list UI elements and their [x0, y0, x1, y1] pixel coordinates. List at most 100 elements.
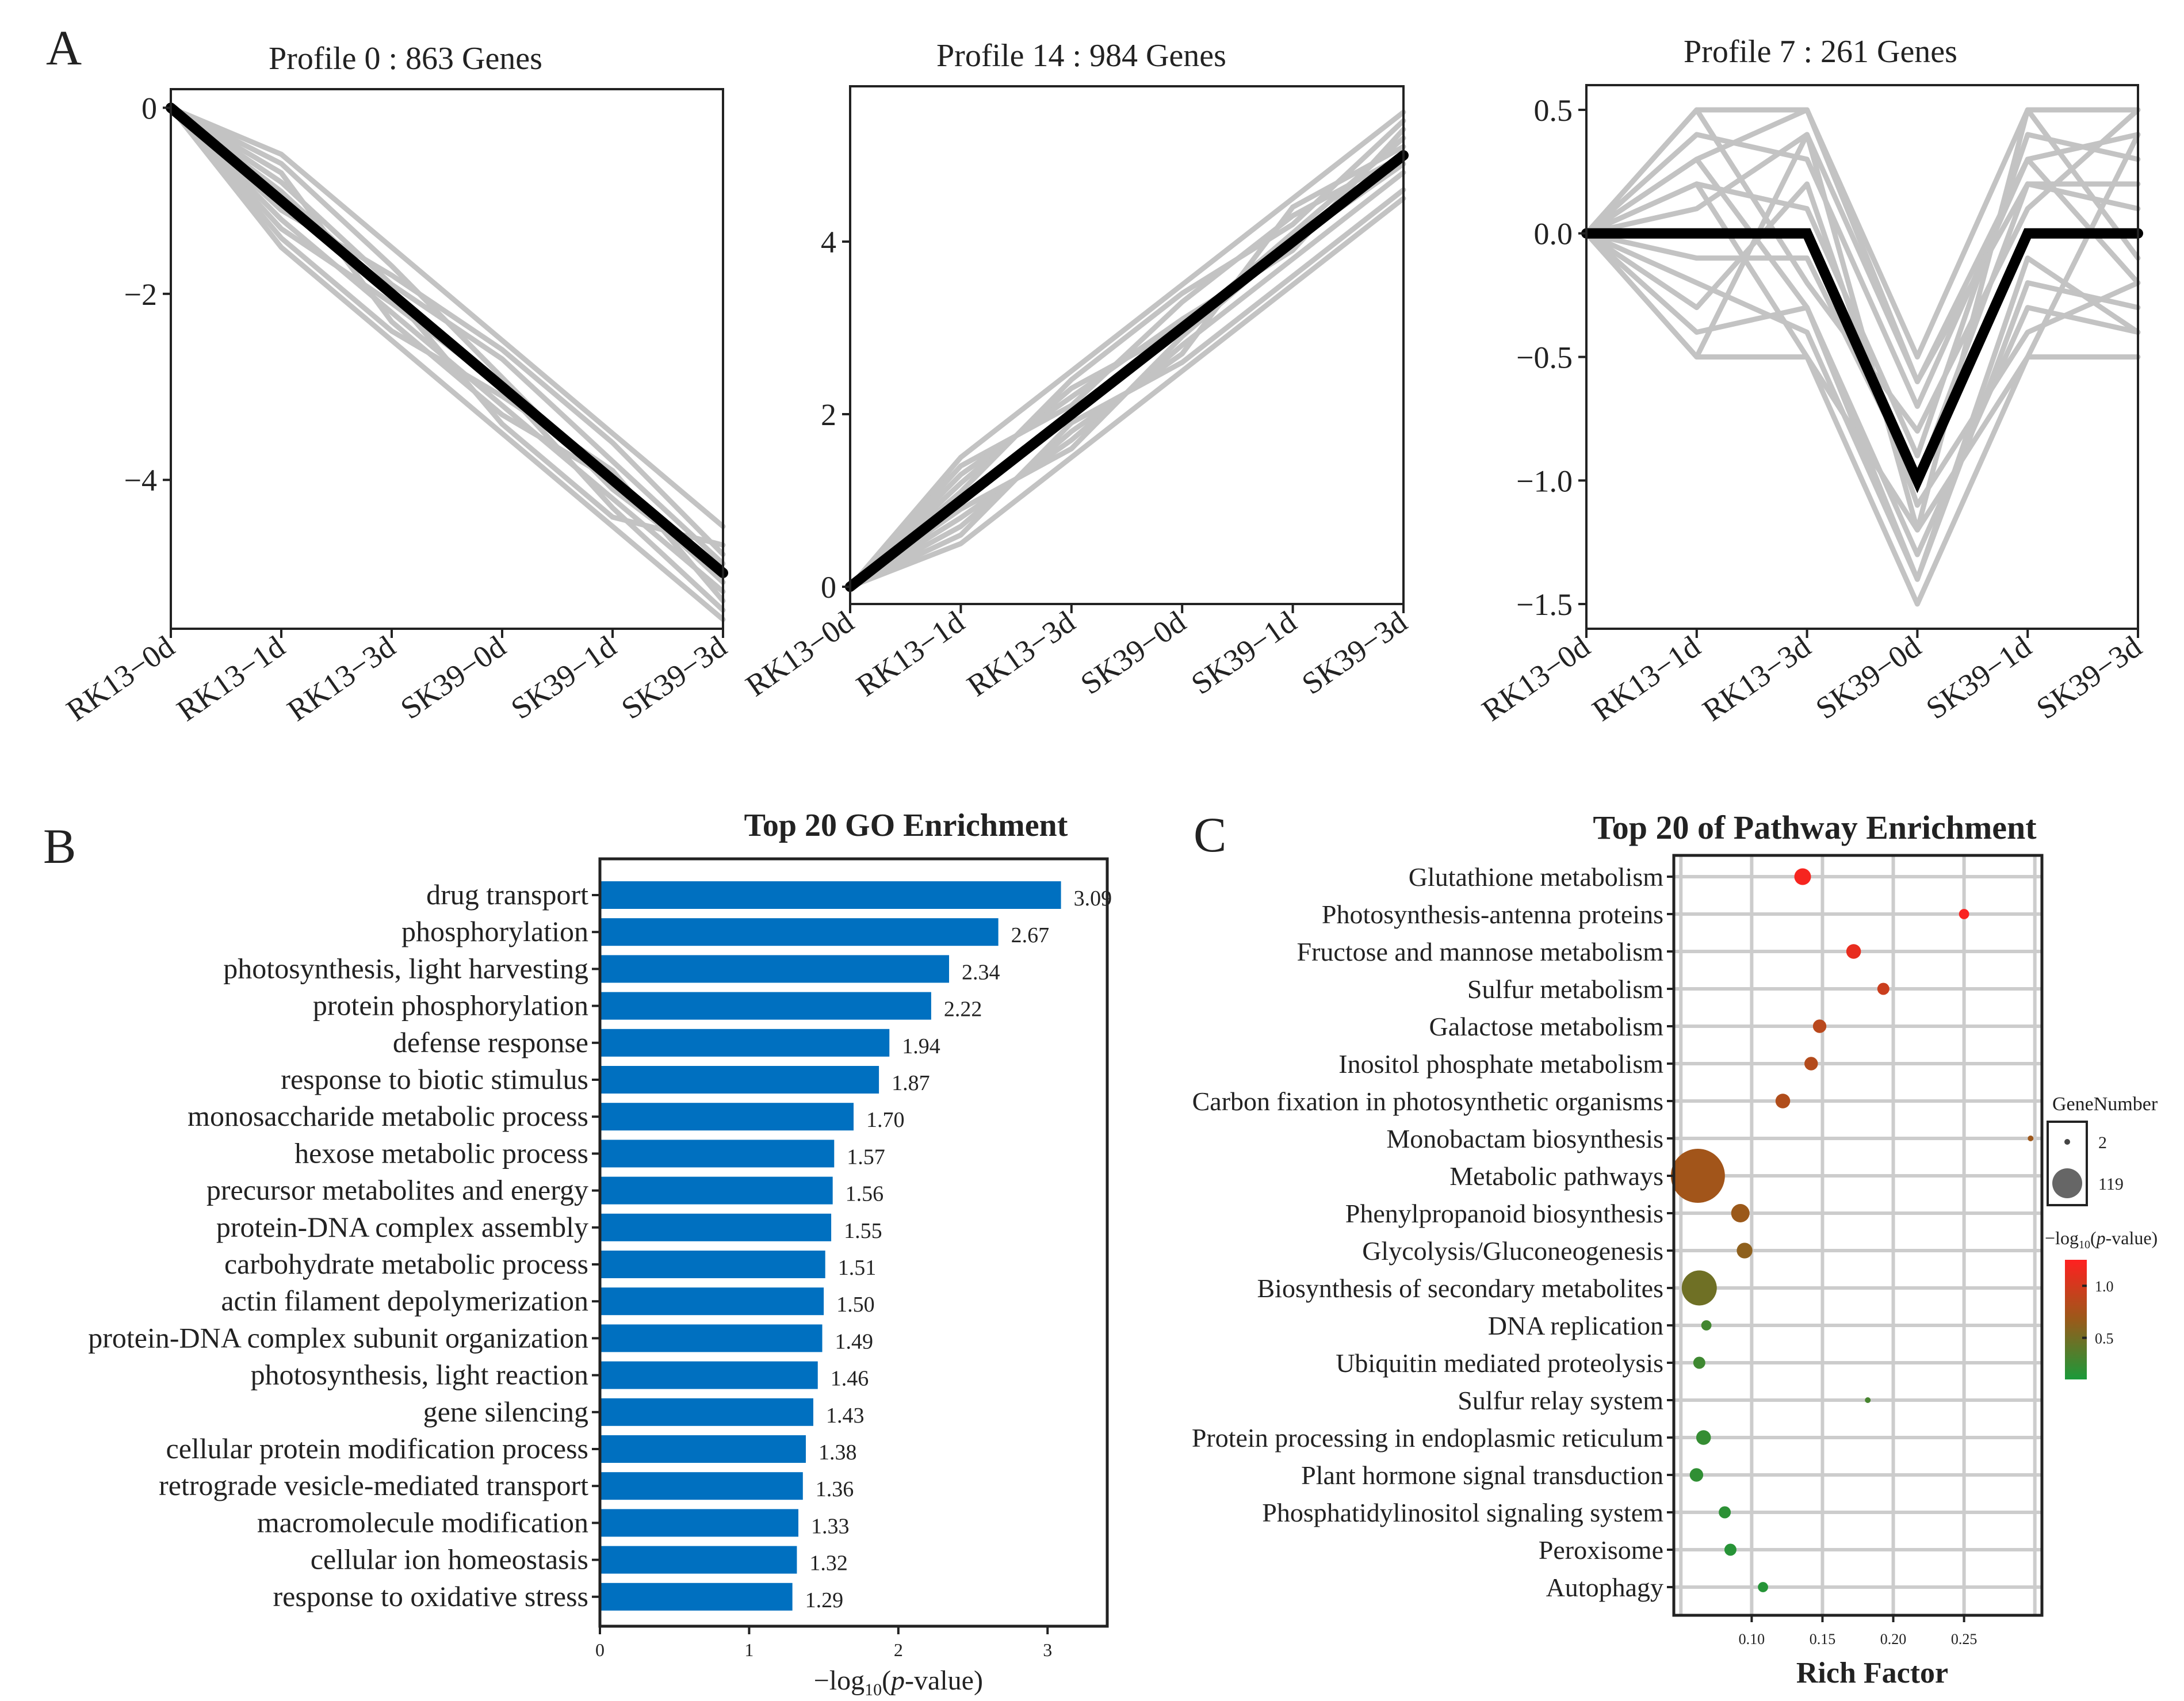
gene-profile-line — [168, 105, 726, 576]
color-legend-title: −log10(p-value) — [2045, 1228, 2158, 1251]
pathway-label: Protein processing in endoplasmic reticu… — [1192, 1423, 1663, 1452]
go-term-label: gene silencing — [423, 1396, 588, 1428]
go-value-label: 1.46 — [831, 1367, 869, 1391]
pathway-point — [1696, 1430, 1711, 1445]
go-bar — [600, 1287, 824, 1316]
pathway-enrichment-chart: Top 20 of Pathway Enrichment Glutathione … — [1192, 809, 2158, 1689]
y-tick-label: −4 — [124, 463, 157, 498]
go-bar — [600, 1398, 813, 1426]
x-tick-label: 0.10 — [1739, 1631, 1765, 1648]
gene-profile-line — [847, 118, 1406, 590]
go-term-label: photosynthesis, light harvesting — [223, 952, 588, 984]
pathway-label: Metabolic pathways — [1449, 1161, 1663, 1191]
pathway-label: Sulfur relay system — [1458, 1386, 1663, 1415]
x-tick-label: SK39−3d — [1296, 605, 1413, 701]
x-tick-label: RK13−0d — [740, 605, 860, 704]
pathway-label: Biosynthesis of secondary metabolites — [1257, 1274, 1664, 1303]
y-tick-label: 0.0 — [1534, 217, 1573, 251]
go-value-label: 1.36 — [816, 1477, 854, 1501]
gene-profile-line — [1584, 231, 2141, 582]
profile-title: Profile 14 : 984 Genes — [936, 38, 1226, 74]
go-bar — [600, 1324, 823, 1352]
gene-profile-line — [168, 105, 726, 557]
x-tick-label: 0.20 — [1880, 1631, 1907, 1648]
pathway-point — [2028, 1136, 2034, 1141]
x-tick-label: SK39−3d — [615, 629, 733, 726]
pathway-point — [1701, 1320, 1712, 1331]
pathway-title: Top 20 of Pathway Enrichment — [1593, 809, 2037, 846]
go-term-label: hexose metabolic process — [294, 1137, 588, 1169]
go-bar — [600, 1509, 799, 1537]
go-value-label: 1.94 — [902, 1034, 940, 1058]
y-tick-label: 0 — [141, 91, 157, 125]
pathway-point — [1775, 1094, 1791, 1108]
x-tick-label: RK13−3d — [961, 605, 1081, 704]
size-legend-point — [2052, 1168, 2082, 1198]
pathway-label: Monobactam biosynthesis — [1386, 1124, 1663, 1153]
go-enrichment-chart: Top 20 GO Enrichment 3.09 drug transport 2.… — [88, 808, 1112, 1699]
pathway-point — [1846, 944, 1861, 959]
go-bar — [600, 1103, 854, 1131]
gene-profile-line — [1584, 107, 2141, 533]
pathway-point — [1719, 1506, 1731, 1519]
go-bar — [600, 1029, 890, 1057]
pathway-point — [1959, 909, 1969, 919]
legend: GeneNumber 2 119 −log10(p-value) 1.0 0.5 — [2045, 1094, 2158, 1379]
go-value-label: 1.43 — [826, 1404, 865, 1428]
x-tick-label: SK39−0d — [395, 629, 512, 726]
go-value-label: 1.38 — [818, 1440, 857, 1465]
x-tick-label: RK13−0d — [60, 629, 181, 728]
go-value-label: 1.56 — [846, 1182, 884, 1206]
go-bar — [600, 881, 1061, 909]
y-tick-label: 0 — [821, 570, 836, 605]
x-tick-label: RK13−0d — [1476, 629, 1596, 728]
gene-profile-line — [847, 109, 1406, 590]
profile-0-chart: Profile 0 : 863 Genes 0 −2 −4 RK13−0dRK13−1d… — [60, 41, 733, 728]
go-bar — [600, 1361, 818, 1389]
go-bar — [600, 1435, 806, 1463]
go-title: Top 20 GO Enrichment — [744, 808, 1068, 843]
profile-14-chart: Profile 14 : 984 Genes 0 2 4 RK13−0dRK13−1dR… — [740, 38, 1413, 703]
go-bar — [600, 1213, 832, 1241]
go-term-label: photosynthesis, light reaction — [251, 1359, 588, 1391]
pathway-label: Autophagy — [1546, 1573, 1663, 1602]
go-value-label: 1.32 — [809, 1551, 848, 1576]
model-profile-line — [1581, 228, 2143, 494]
go-term-label: drug transport — [426, 878, 588, 911]
gene-profile-line — [847, 144, 1406, 590]
y-tick-label: 0.5 — [1534, 93, 1573, 128]
pathway-label: Peroxisome — [1539, 1535, 1663, 1565]
go-term-label: defense response — [393, 1026, 588, 1058]
go-term-label: retrograde vesicle-mediated transport — [159, 1469, 588, 1501]
y-tick-label: 4 — [821, 225, 836, 259]
pathway-point — [1737, 1243, 1753, 1259]
x-tick-label: 3 — [1043, 1639, 1052, 1660]
go-value-label: 1.51 — [838, 1256, 877, 1280]
pathway-label: Glycolysis/Gluconeogenesis — [1362, 1236, 1663, 1266]
panel-label-c: C — [1194, 807, 1226, 862]
plot-frame — [1672, 854, 2044, 1617]
gene-profile-line — [1584, 132, 2141, 409]
panel-label-b: B — [43, 819, 76, 874]
pathway-point — [1758, 1582, 1768, 1592]
pathway-label: Phenylpropanoid biosynthesis — [1345, 1199, 1663, 1228]
pathway-point — [1804, 1057, 1818, 1071]
plot-frame — [598, 857, 1109, 1628]
plot-frame — [170, 88, 724, 630]
go-value-label: 1.29 — [805, 1588, 844, 1612]
x-tick-label: SK39−3d — [2030, 629, 2148, 726]
go-value-label: 1.55 — [844, 1219, 882, 1243]
go-bar — [600, 918, 999, 946]
size-legend-label: 2 — [2098, 1133, 2107, 1152]
pathway-label: Glutathione metabolism — [1409, 862, 1664, 892]
go-bar — [600, 1472, 803, 1500]
size-legend-title: GeneNumber — [2052, 1094, 2158, 1115]
model-profile-line — [166, 102, 728, 578]
profile-title: Profile 0 : 863 Genes — [269, 41, 542, 77]
go-value-label: 1.49 — [835, 1329, 874, 1354]
go-term-label: monosaccharide metabolic process — [188, 1100, 588, 1132]
go-value-label: 1.33 — [811, 1514, 850, 1538]
x-tick-label: 0.15 — [1810, 1631, 1836, 1648]
go-bar — [600, 992, 931, 1020]
pathway-point — [1794, 868, 1811, 885]
